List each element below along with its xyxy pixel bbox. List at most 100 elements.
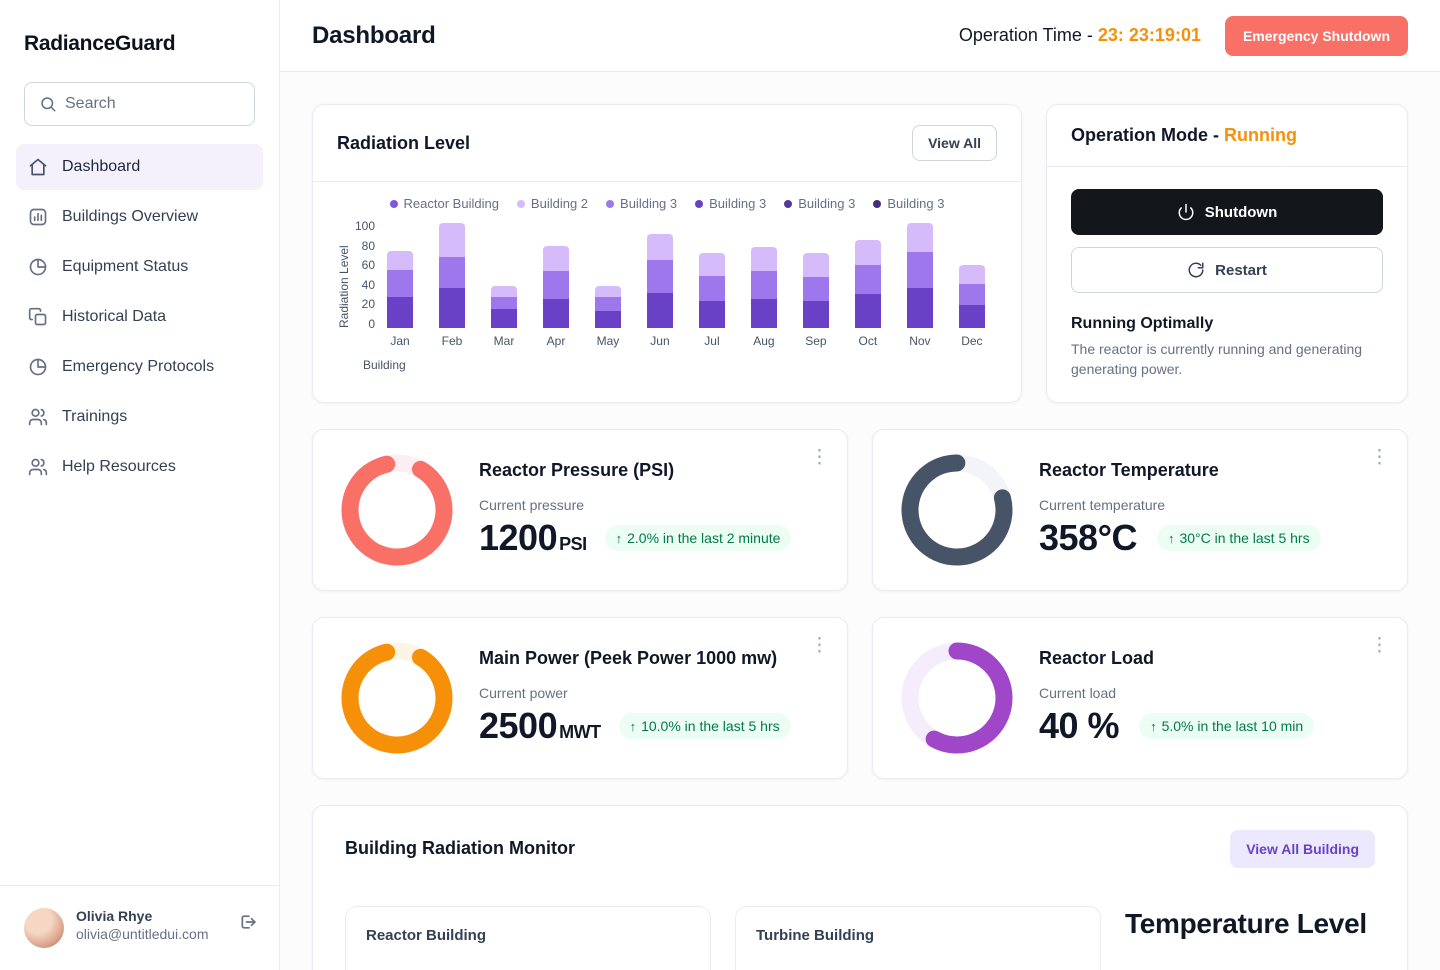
bar-column: Nov — [906, 223, 933, 348]
bar-segment — [594, 296, 621, 312]
view-all-button[interactable]: View All — [912, 125, 997, 161]
bar-segment — [594, 311, 621, 328]
x-tick-label: Dec — [961, 334, 983, 348]
bar-segment — [387, 251, 414, 271]
bar-segment — [854, 265, 881, 295]
pressure-donut-chart — [341, 454, 453, 566]
stat-label: Current temperature — [1039, 497, 1166, 514]
shutdown-button[interactable]: Shutdown — [1071, 189, 1383, 235]
bar-segment — [491, 286, 517, 297]
bar-segment — [906, 223, 933, 253]
x-tick-label: Jun — [650, 334, 670, 348]
bar-segment — [439, 256, 466, 289]
status-heading: Running Optimally — [1071, 315, 1214, 332]
power-donut-chart — [341, 642, 453, 754]
y-axis-ticks: 100 80 60 40 20 0 — [355, 219, 385, 331]
sidebar-item-emergency-protocols[interactable]: Emergency Protocols — [16, 344, 263, 390]
emergency-shutdown-button[interactable]: Emergency Shutdown — [1224, 15, 1408, 56]
sidebar-item-label: Trainings — [62, 408, 128, 425]
load-donut-chart — [901, 642, 1013, 754]
bar-segment — [542, 271, 569, 299]
y-tick-label: 0 — [368, 316, 376, 331]
operation-status: Running — [1224, 125, 1297, 145]
bar-segment — [854, 294, 881, 328]
x-tick-label: May — [596, 334, 620, 348]
sidebar-item-historical-data[interactable]: Historical Data — [16, 294, 263, 340]
power-icon — [1178, 203, 1194, 221]
users-icon — [28, 456, 50, 478]
sidebar-item-dashboard[interactable]: Dashboard — [16, 144, 263, 190]
building-panel-label: Reactor Building — [366, 926, 487, 944]
search-box[interactable] — [24, 82, 255, 126]
bar-column: Aug — [750, 223, 777, 348]
more-options-button[interactable]: ⋮ — [806, 444, 833, 471]
bar-segment — [698, 253, 725, 276]
x-tick-label: Apr — [546, 334, 566, 348]
trend-badge: ↑ 10.0% in the last 5 hrs — [618, 713, 791, 740]
bar-segment — [698, 300, 725, 328]
sidebar-item-label: Help Resources — [62, 458, 176, 475]
legend-dot-icon — [695, 199, 704, 208]
stat-title: Reactor Load — [1039, 648, 1155, 669]
content: Radiation Level View All Reactor Buildin… — [280, 72, 1440, 970]
temperature-level-title: Temperature Level — [1125, 907, 1367, 939]
building-panel-reactor: Reactor Building — [345, 905, 711, 970]
bar-segment — [387, 296, 414, 328]
search-icon — [41, 97, 56, 112]
bar-column: May — [594, 223, 621, 348]
sidebar-nav: Dashboard Buildings Overview Equipment S… — [0, 144, 279, 490]
restart-button[interactable]: Restart — [1071, 247, 1383, 293]
stat-title: Reactor Pressure (PSI) — [479, 460, 675, 481]
bar-segment — [439, 288, 466, 328]
sidebar-item-trainings[interactable]: Trainings — [16, 394, 263, 440]
copy-icon — [28, 306, 50, 328]
bar-segment — [854, 239, 881, 266]
bar-column: Sep — [802, 223, 829, 348]
temperature-donut-chart — [901, 454, 1013, 566]
logout-button[interactable] — [239, 912, 259, 935]
view-all-building-button[interactable]: View All Building — [1230, 829, 1375, 868]
sidebar-item-equipment-status[interactable]: Equipment Status — [16, 244, 263, 290]
trend-badge: ↑ 2.0% in the last 2 minute — [604, 525, 792, 552]
topbar: Dashboard Operation Time - 23: 23:19:01 … — [280, 0, 1440, 72]
users-icon — [28, 406, 50, 428]
x-tick-label: Sep — [805, 334, 827, 348]
chart-legend: Reactor Building Building 2 Building 3 Buil… — [337, 196, 997, 211]
more-options-button[interactable]: ⋮ — [1366, 632, 1393, 659]
pie-chart-icon — [28, 256, 50, 278]
bar-segment — [387, 270, 414, 297]
bar-column: Jul — [698, 223, 725, 348]
radiation-card-title: Radiation Level — [337, 132, 471, 153]
stat-title: Main Power (Peek Power 1000 mw) — [479, 648, 778, 669]
legend-dot-icon — [389, 199, 398, 208]
trend-badge: ↑ 30°C in the last 5 hrs — [1156, 525, 1321, 552]
sidebar: RadianceGuard Dashboard Buildings Overvi… — [0, 0, 280, 970]
stat-unit: PSI — [559, 534, 587, 555]
stat-title: Reactor Temperature — [1039, 460, 1219, 481]
bar-plot: Jan Feb Mar Apr May Jun Jul Aug Sep Oct Nov Dec — [385, 223, 997, 348]
more-options-button[interactable]: ⋮ — [806, 632, 833, 659]
operation-mode-card: Operation Mode - Running Shutdown Restar… — [1046, 104, 1408, 403]
sidebar-item-label: Buildings Overview — [62, 208, 199, 225]
search-input[interactable] — [65, 95, 240, 113]
bar-segment — [491, 309, 517, 328]
sidebar-item-help-resources[interactable]: Help Resources — [16, 444, 263, 490]
x-tick-label: Aug — [753, 334, 775, 348]
sidebar-item-label: Equipment Status — [62, 258, 189, 275]
bar-chart-icon — [28, 206, 50, 228]
trend-up-icon: ↑ — [1150, 718, 1157, 734]
more-options-button[interactable]: ⋮ — [1366, 444, 1393, 471]
legend-item: Building 3 — [606, 196, 677, 211]
y-tick-label: 40 — [361, 277, 376, 292]
bar-column: Jan — [387, 223, 414, 348]
bar-column: Apr — [542, 223, 569, 348]
y-tick-label: 100 — [355, 219, 376, 233]
y-tick-label: 80 — [361, 238, 376, 253]
bar-column: Feb — [439, 223, 466, 348]
refresh-icon — [1188, 262, 1204, 278]
building-monitor-card: Building Radiation Monitor View All Buil… — [312, 804, 1408, 970]
x-tick-label: Feb — [441, 334, 463, 348]
sidebar-item-buildings-overview[interactable]: Buildings Overview — [16, 194, 263, 240]
operation-time-value: 23: 23:19:01 — [1097, 25, 1201, 45]
legend-dot-icon — [784, 199, 793, 208]
